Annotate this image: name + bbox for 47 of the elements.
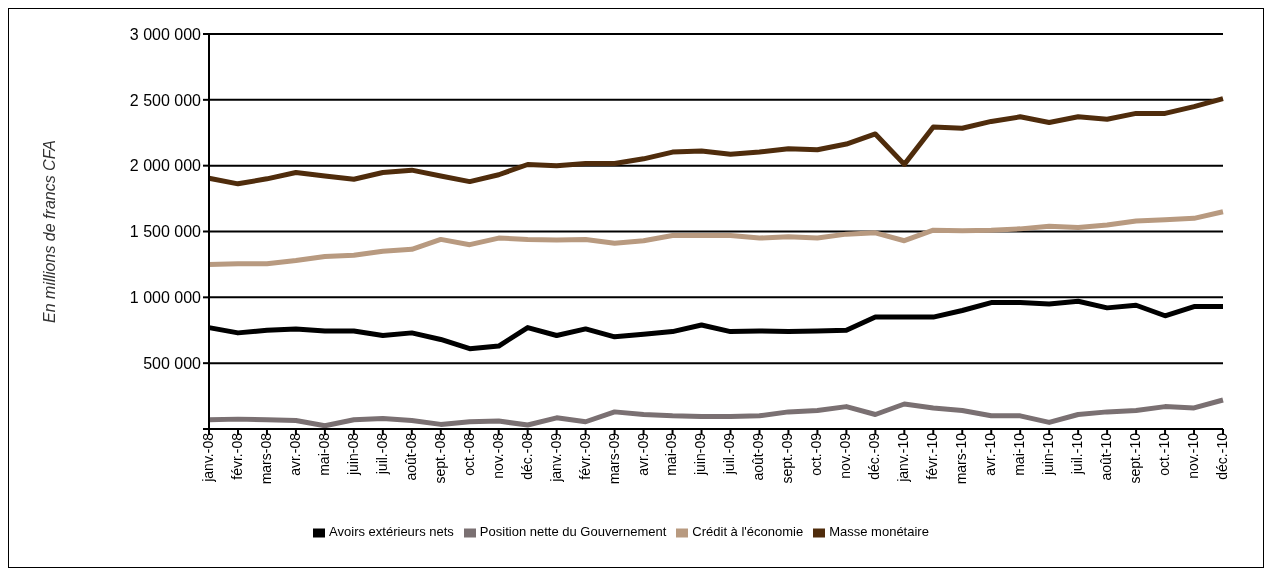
x-tick-label: nov.-09 bbox=[837, 432, 854, 479]
x-tick-label: juil.-10 bbox=[1069, 432, 1086, 476]
x-tick-label: nov.-10 bbox=[1184, 432, 1201, 479]
x-tick-label: févr.-08 bbox=[228, 432, 245, 480]
x-tick-label: juin-10 bbox=[1040, 432, 1057, 477]
y-tick-label: 3 000 000 bbox=[129, 25, 202, 43]
x-tick-label: nov.-08 bbox=[489, 432, 506, 479]
x-tick-label: sept.-09 bbox=[779, 432, 796, 484]
y-tick-label: 2 500 000 bbox=[129, 91, 202, 109]
x-tick-label: sept.-10 bbox=[1127, 432, 1144, 484]
y-tick-label: 1 500 000 bbox=[129, 223, 202, 241]
x-tick-label: oct.-08 bbox=[460, 432, 477, 476]
legend-label: Crédit à l'économie bbox=[692, 524, 804, 539]
x-tick-label: oct.-09 bbox=[808, 432, 825, 476]
x-tick-label: juin-08 bbox=[344, 432, 361, 477]
x-tick-label: juil.-09 bbox=[721, 432, 738, 476]
x-tick-label: févr.-09 bbox=[576, 432, 593, 480]
x-tick-label: janv.-09 bbox=[547, 432, 564, 483]
x-tick-label: janv.-08 bbox=[199, 432, 216, 483]
legend-label: Masse monétaire bbox=[829, 524, 929, 539]
x-tick-label: déc.-10 bbox=[1213, 432, 1230, 480]
x-tick-label: juin-09 bbox=[692, 432, 709, 477]
x-tick-label: mars-09 bbox=[605, 432, 622, 485]
x-tick-label: janv.-10 bbox=[895, 432, 912, 483]
x-tick-label: déc.-08 bbox=[518, 432, 535, 480]
x-tick-label: févr.-10 bbox=[924, 432, 941, 480]
x-tick-label: août-08 bbox=[402, 432, 419, 481]
x-tick-label: mai-08 bbox=[315, 432, 332, 476]
x-tick-label: avr.-10 bbox=[982, 432, 999, 476]
x-tick-label: mars-08 bbox=[257, 432, 274, 485]
y-tick-label: 500 000 bbox=[143, 354, 202, 372]
legend-label: Avoirs extérieurs nets bbox=[329, 524, 454, 539]
y-tick-label: 1 000 000 bbox=[129, 289, 202, 307]
x-tick-label: oct.-10 bbox=[1156, 432, 1172, 476]
x-tick-label: avr.-09 bbox=[634, 432, 651, 476]
x-tick-label: juil.-08 bbox=[373, 432, 390, 476]
x-tick-label: mai-10 bbox=[1011, 432, 1028, 476]
legend-label: Position nette du Gouvernement bbox=[479, 524, 667, 539]
x-tick-label: déc.-09 bbox=[866, 432, 883, 480]
x-tick-label: mars-10 bbox=[953, 432, 970, 485]
y-axis-title: En millions de francs CFA bbox=[40, 140, 58, 323]
x-tick-label: mai-09 bbox=[663, 432, 680, 476]
x-tick-label: avr.-08 bbox=[286, 432, 303, 476]
x-tick-label: août-09 bbox=[750, 432, 767, 481]
x-tick-label: août-10 bbox=[1098, 432, 1115, 481]
y-tick-label: 2 000 000 bbox=[129, 157, 202, 175]
x-tick-label: sept.-08 bbox=[431, 432, 448, 484]
